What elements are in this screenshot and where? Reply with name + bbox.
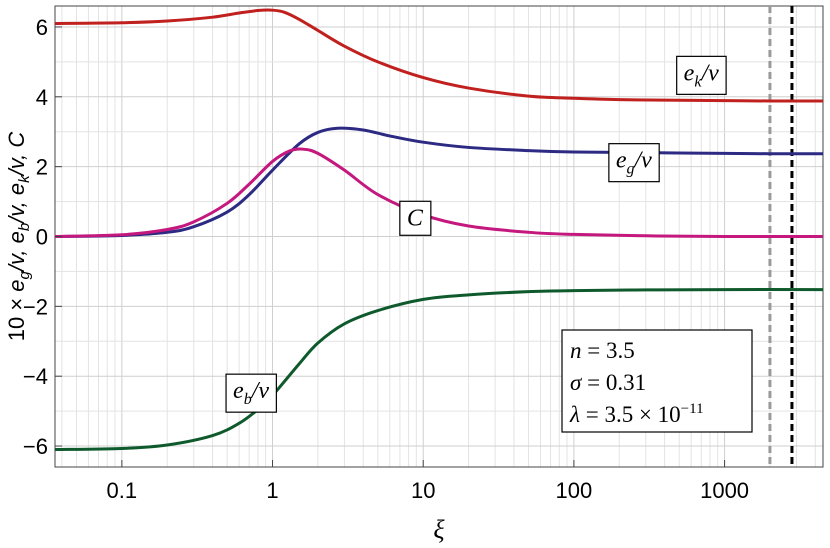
label-text-c: C	[407, 205, 424, 231]
series-line-ek	[54, 8, 824, 103]
y-axis-label: 10 × eg/v, eb/v, ek/v, C	[4, 132, 33, 342]
y-tick-label: 0	[36, 225, 48, 250]
label-text-eg: eg/v	[616, 148, 652, 178]
label-eg: eg/v	[608, 143, 660, 183]
curve-labels: ek/v eg/v Ceb/v	[225, 55, 727, 413]
x-tick-label: 100	[556, 478, 593, 503]
y-tick-label: −2	[23, 294, 48, 319]
parameter-box: n = 3.5 σ = 0.31 λ = 3.5 × 10−11	[561, 329, 753, 433]
parameter-line: λ = 3.5 × 10−11	[569, 401, 704, 427]
x-tick-label: 0.1	[107, 478, 138, 503]
parameter-line: n = 3.5	[570, 338, 635, 363]
series-lines	[54, 8, 824, 452]
series-line-c	[54, 147, 824, 239]
y-tick-label: 6	[36, 15, 48, 40]
y-tick-label: 4	[36, 85, 48, 110]
y-tick-label: −6	[23, 434, 48, 459]
x-tick-label: 1	[266, 478, 278, 503]
label-text-eb: eb/v	[233, 378, 269, 408]
parameter-box-frame	[561, 329, 753, 433]
label-c: C	[399, 200, 432, 236]
y-axis-label-text: 10 × eg/v, eb/v, ek/v, C	[4, 132, 33, 342]
label-box-ek	[676, 55, 727, 95]
x-axis-label: ξ	[433, 515, 445, 544]
label-text-ek: ek/v	[684, 60, 719, 90]
axis-ticks: 0.1 1 10 100 1000 −6 −4 −2 0 2 4 6	[23, 15, 749, 503]
label-box-c	[399, 200, 432, 236]
label-box-eb	[225, 373, 277, 413]
label-box-eg	[608, 143, 660, 183]
y-tick-label: −4	[23, 364, 48, 389]
x-tick-label: 10	[411, 478, 435, 503]
x-tick-label: 1000	[700, 478, 749, 503]
parameter-line: σ = 0.31	[570, 370, 646, 395]
label-eb: eb/v	[225, 373, 277, 413]
y-tick-label: 2	[36, 155, 48, 180]
label-ek: ek/v	[676, 55, 727, 95]
series-line-eb	[54, 288, 824, 452]
